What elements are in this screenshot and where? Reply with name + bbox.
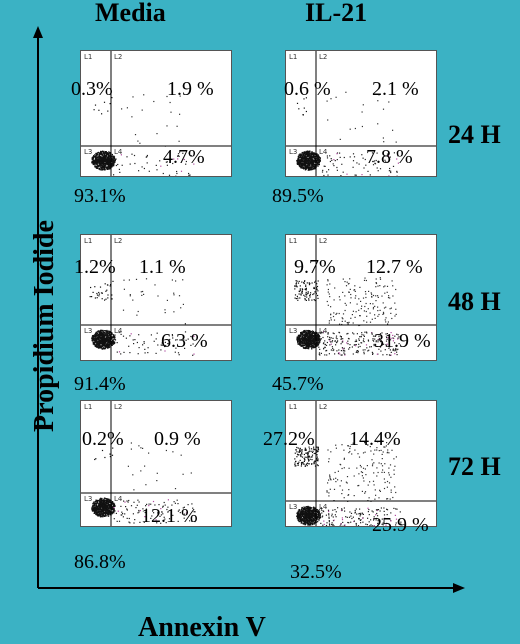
quadrant-ll-pct-il21-24h: 89.5% (272, 186, 324, 206)
quadrant-label: L1 (289, 237, 297, 245)
quadrant-ur-pct: 14.4% (349, 429, 401, 449)
quadrant-ul-pct: 27.2% (263, 429, 315, 449)
quadrant-ul-pct: 9.7% (294, 257, 336, 277)
quadrant-label: L1 (84, 53, 92, 61)
quadrant-label: L2 (114, 237, 122, 245)
quadrant-lr-pct: 12.1 % (141, 506, 198, 526)
row-title-48h: 48 H (448, 287, 501, 317)
quadrant-label: L2 (319, 237, 327, 245)
quadrant-label: L2 (114, 403, 122, 411)
flow-plot-il21-48h: 9.7% 12.7 % 31.9 % L1 L2 L3 L4 (285, 234, 437, 361)
quadrant-ll-pct-media-72h: 86.8% (74, 552, 126, 572)
quadrant-label: L3 (84, 495, 92, 503)
quadrant-label: L1 (289, 53, 297, 61)
quadrant-ur-pct: 12.7 % (366, 257, 423, 277)
quadrant-lr-pct: 7.8 % (366, 147, 413, 167)
quadrant-label: L4 (319, 503, 327, 511)
row-title-24h: 24 H (448, 120, 501, 150)
quadrant-label: L4 (114, 327, 122, 335)
scatter-plot (81, 51, 231, 176)
quadrant-ll-pct-il21-48h: 45.7% (272, 374, 324, 394)
quadrant-lr-pct: 4.7% (163, 147, 205, 167)
quadrant-label: L1 (84, 237, 92, 245)
column-title-media: Media (95, 0, 166, 28)
quadrant-ur-pct: 1.1 % (139, 257, 186, 277)
quadrant-ul-pct: 0.6 % (284, 79, 331, 99)
quadrant-ur-pct: 1.9 % (167, 79, 214, 99)
quadrant-ur-pct: 2.1 % (372, 79, 419, 99)
quadrant-label: L4 (114, 148, 122, 156)
quadrant-label: L2 (319, 403, 327, 411)
quadrant-label: L3 (289, 148, 297, 156)
x-axis-label: Annexin V (138, 612, 266, 644)
quadrant-label: L4 (114, 495, 122, 503)
quadrant-label: L3 (84, 327, 92, 335)
quadrant-lr-pct: 6.3 % (161, 331, 208, 351)
column-title-il21: IL-21 (305, 0, 367, 28)
quadrant-ul-pct: 1.2% (74, 257, 116, 277)
quadrant-ll-pct-media-48h: 91.4% (74, 374, 126, 394)
scatter-plot (286, 51, 436, 176)
quadrant-lr-pct: 25.9 % (372, 515, 429, 535)
quadrant-ur-pct: 0.9 % (154, 429, 201, 449)
quadrant-lr-pct: 31.9 % (374, 331, 431, 351)
quadrant-label: L3 (84, 148, 92, 156)
quadrant-label: L2 (319, 53, 327, 61)
scatter-plot (286, 401, 436, 526)
quadrant-label: L1 (289, 403, 297, 411)
quadrant-ul-pct: 0.2% (82, 429, 124, 449)
quadrant-label: L1 (84, 403, 92, 411)
row-title-72h: 72 H (448, 452, 501, 482)
quadrant-label: L3 (289, 503, 297, 511)
quadrant-label: L2 (114, 53, 122, 61)
y-axis-label: Propidium Iodide (29, 191, 61, 461)
quadrant-ll-pct-il21-72h: 32.5% (290, 562, 342, 582)
flow-plot-il21-24h: 0.6 % 2.1 % 7.8 % L1 L2 L3 L4 (285, 50, 437, 177)
quadrant-label: L4 (319, 327, 327, 335)
quadrant-label: L4 (319, 148, 327, 156)
scatter-plot (81, 235, 231, 360)
quadrant-label: L3 (289, 327, 297, 335)
quadrant-ul-pct: 0.3% (71, 79, 113, 99)
flow-plot-media-72h: 0.2% 0.9 % 12.1 % L1 L2 L3 L4 (80, 400, 232, 527)
quadrant-ll-pct-media-24h: 93.1% (74, 186, 126, 206)
